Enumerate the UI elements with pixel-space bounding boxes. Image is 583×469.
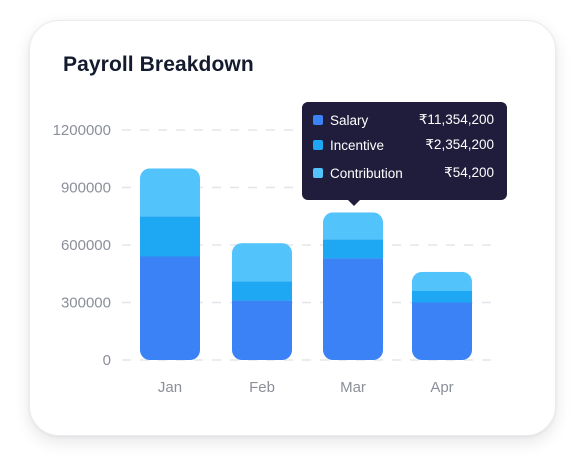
bar-segment-salary-feb [232, 300, 292, 360]
bar-segment-contribution-feb [232, 243, 292, 282]
tooltip-row-salary: Salary ₹11,354,200 [313, 111, 494, 129]
tooltip-series-value: ₹54,200 [444, 165, 494, 180]
x-tick-label: Jan [158, 379, 182, 396]
y-tick-label: 600000 [61, 237, 111, 254]
chart-title: Payroll Breakdown [63, 53, 254, 76]
x-tick-label: Feb [249, 379, 275, 396]
incentive-swatch [313, 140, 323, 150]
x-tick-label: Mar [340, 379, 366, 396]
tooltip-series-name: Salary [330, 112, 369, 128]
y-tick-label: 0 [103, 352, 111, 369]
bar-segment-salary-jan [140, 256, 200, 360]
x-tick-label: Apr [430, 379, 453, 396]
bar-segment-contribution-apr [412, 271, 472, 291]
bar-segment-incentive-apr [412, 291, 472, 303]
tooltip-series-value: ₹11,354,200 [418, 112, 494, 127]
tooltip-series-value: ₹2,354,200 [425, 137, 494, 152]
tooltip-row-contribution: Contribution ₹54,200 [313, 164, 494, 182]
bar-segment-salary-mar [323, 258, 383, 360]
tooltip-series-name: Incentive [330, 137, 385, 153]
tooltip-pointer [348, 200, 360, 206]
tooltip-row-incentive: Incentive ₹2,354,200 [313, 136, 494, 154]
bar-segment-incentive-jan [140, 216, 200, 257]
bar-segment-salary-apr [412, 302, 472, 360]
contribution-swatch [313, 168, 323, 178]
bar-segment-contribution-jan [140, 168, 200, 217]
tooltip-series-name: Contribution [330, 165, 403, 181]
bar-segment-incentive-mar [323, 239, 383, 259]
y-tick-label: 1200000 [53, 122, 111, 139]
chart-tooltip: Salary ₹11,354,200 Incentive ₹2,354,200 … [302, 102, 507, 206]
bar-segment-incentive-feb [232, 281, 292, 301]
y-tick-label: 300000 [61, 295, 111, 312]
salary-swatch [313, 115, 323, 125]
bar-segment-contribution-mar [323, 212, 383, 240]
y-tick-label: 900000 [61, 180, 111, 197]
chart-card [29, 20, 556, 436]
